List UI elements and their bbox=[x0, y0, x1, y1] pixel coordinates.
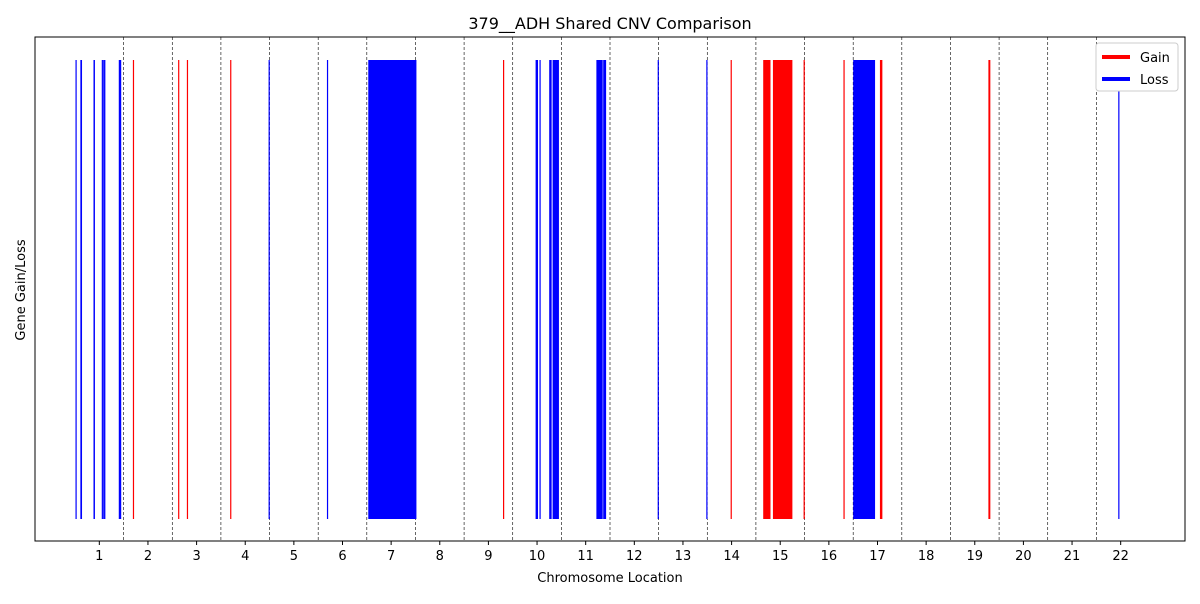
gain-bar bbox=[763, 60, 771, 519]
x-tick-label: 12 bbox=[626, 549, 643, 564]
y-axis-label: Gene Gain/Loss bbox=[14, 239, 29, 340]
x-tick-label: 18 bbox=[918, 549, 935, 564]
gain-bar bbox=[879, 60, 883, 519]
loss-bar bbox=[101, 60, 103, 519]
gain-bar bbox=[803, 60, 805, 519]
loss-bar bbox=[268, 60, 270, 519]
x-tick-label: 5 bbox=[290, 549, 298, 564]
x-tick-label: 14 bbox=[723, 549, 740, 564]
gain-bar bbox=[186, 60, 189, 519]
loss-bar bbox=[535, 60, 539, 519]
x-tick-label: 15 bbox=[772, 549, 789, 564]
x-tick-label: 19 bbox=[966, 549, 983, 564]
legend: Gain Loss bbox=[1095, 42, 1179, 92]
chart-title: 379__ADH Shared CNV Comparison bbox=[468, 14, 751, 34]
x-tick-label: 7 bbox=[387, 549, 395, 564]
gain-bar bbox=[730, 60, 732, 519]
x-tick-label: 22 bbox=[1112, 549, 1129, 564]
x-tick-label: 2 bbox=[144, 549, 152, 564]
loss-bar bbox=[596, 60, 603, 519]
cnv-bars bbox=[75, 60, 1120, 519]
x-tick-label: 21 bbox=[1064, 549, 1081, 564]
loss-bar bbox=[603, 60, 607, 519]
gain-bar bbox=[178, 60, 180, 519]
gain-bar bbox=[230, 60, 232, 519]
loss-bar bbox=[103, 60, 105, 519]
gain-bar bbox=[988, 60, 991, 519]
loss-bar bbox=[549, 60, 552, 519]
loss-bar bbox=[552, 60, 559, 519]
legend-label-gain: Gain bbox=[1140, 51, 1170, 66]
loss-bar bbox=[539, 60, 541, 519]
x-tick-label: 10 bbox=[529, 549, 546, 564]
x-tick-label: 1 bbox=[95, 549, 103, 564]
x-tick-label: 20 bbox=[1015, 549, 1032, 564]
gain-bar bbox=[503, 60, 505, 519]
plot-frame bbox=[34, 36, 1186, 542]
x-tick-label: 8 bbox=[436, 549, 444, 564]
x-tick-label: 16 bbox=[821, 549, 838, 564]
x-tick-label: 3 bbox=[192, 549, 200, 564]
x-tick-label: 11 bbox=[577, 549, 594, 564]
loss-bar bbox=[1118, 60, 1120, 519]
loss-bar bbox=[368, 60, 417, 519]
x-tick-label: 9 bbox=[484, 549, 492, 564]
loss-bar bbox=[93, 60, 95, 519]
loss-bar bbox=[326, 60, 329, 519]
loss-bar bbox=[75, 60, 77, 519]
loss-bar bbox=[706, 60, 708, 519]
x-tick-label: 13 bbox=[675, 549, 692, 564]
loss-bar bbox=[104, 60, 106, 519]
loss-bar bbox=[657, 60, 659, 519]
x-tick-label: 17 bbox=[869, 549, 886, 564]
x-axis-label: Chromosome Location bbox=[537, 571, 682, 586]
x-axis-ticks: 1 2 3 4 5 6 7 8 9 10 11 12 13 14 15 16 17 18 19 20 21 22 bbox=[95, 541, 1129, 564]
gain-bar bbox=[843, 60, 845, 519]
gain-bar bbox=[132, 60, 135, 519]
x-tick-label: 4 bbox=[241, 549, 249, 564]
loss-bar bbox=[80, 60, 83, 519]
loss-bar bbox=[853, 60, 876, 519]
x-tick-label: 6 bbox=[338, 549, 346, 564]
legend-label-loss: Loss bbox=[1140, 73, 1169, 88]
gain-bar bbox=[772, 60, 793, 519]
loss-bar bbox=[118, 60, 122, 519]
